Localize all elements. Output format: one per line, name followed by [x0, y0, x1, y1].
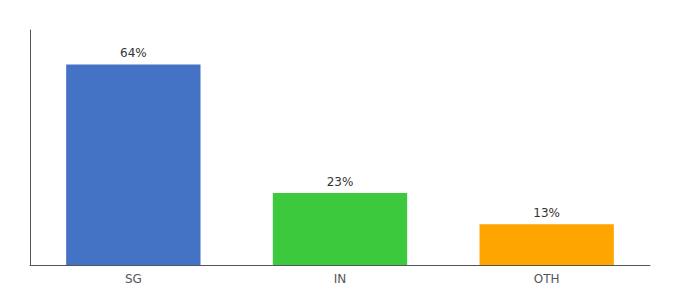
svg-text:IN: IN: [334, 272, 347, 286]
svg-text:13%: 13%: [533, 206, 560, 220]
svg-text:64%: 64%: [120, 46, 147, 60]
svg-text:OTH: OTH: [534, 272, 560, 286]
svg-text:SG: SG: [125, 272, 142, 286]
svg-text:23%: 23%: [327, 175, 354, 189]
